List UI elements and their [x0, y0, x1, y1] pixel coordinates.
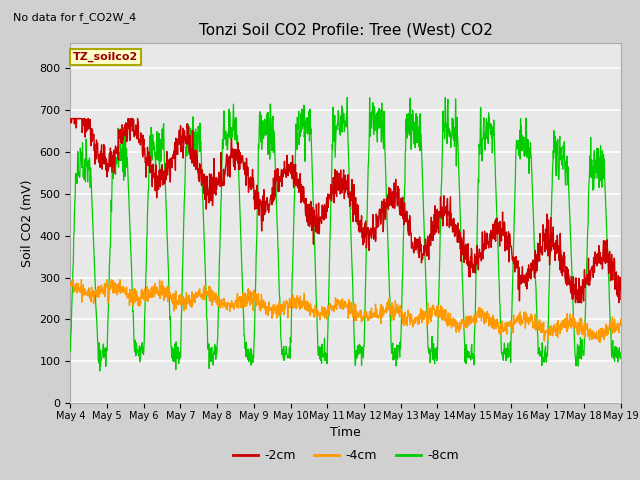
-8cm	[67, 348, 74, 354]
-2cm	[380, 196, 388, 202]
-8cm	[109, 176, 117, 181]
-8cm	[344, 95, 351, 100]
Title: Tonzi Soil CO2 Profile: Tree (West) CO2: Tonzi Soil CO2 Profile: Tree (West) CO2	[198, 23, 493, 38]
-4cm	[109, 277, 117, 283]
-8cm	[322, 356, 330, 362]
Line: -4cm: -4cm	[70, 280, 621, 343]
-8cm	[381, 128, 388, 133]
-2cm	[617, 276, 625, 282]
-8cm	[96, 368, 104, 374]
-4cm	[596, 340, 604, 346]
-4cm	[380, 308, 388, 313]
-2cm	[132, 122, 140, 128]
-2cm	[300, 200, 308, 206]
-4cm	[132, 296, 140, 301]
-8cm	[132, 353, 140, 359]
Line: -8cm: -8cm	[70, 97, 621, 371]
-4cm	[617, 316, 625, 322]
-2cm	[572, 300, 579, 306]
-8cm	[312, 278, 319, 284]
-4cm	[67, 282, 74, 288]
-4cm	[300, 290, 308, 296]
Line: -2cm: -2cm	[70, 119, 621, 303]
X-axis label: Time: Time	[330, 426, 361, 439]
-8cm	[300, 134, 308, 140]
-4cm	[68, 277, 76, 283]
Text: No data for f_CO2W_4: No data for f_CO2W_4	[13, 12, 136, 23]
-2cm	[312, 214, 319, 219]
-2cm	[322, 213, 330, 219]
Text: TZ_soilco2: TZ_soilco2	[73, 52, 138, 62]
-4cm	[322, 312, 330, 318]
-8cm	[617, 351, 625, 357]
-2cm	[67, 119, 74, 125]
-2cm	[67, 116, 75, 121]
Y-axis label: Soil CO2 (mV): Soil CO2 (mV)	[21, 180, 34, 267]
-2cm	[109, 155, 117, 161]
-4cm	[312, 307, 319, 313]
Legend: -2cm, -4cm, -8cm: -2cm, -4cm, -8cm	[228, 444, 463, 467]
